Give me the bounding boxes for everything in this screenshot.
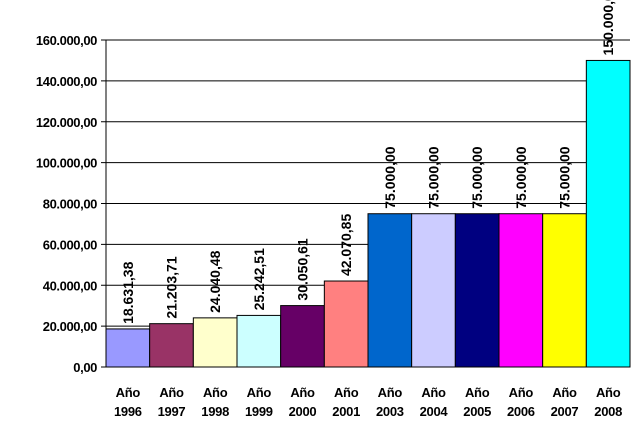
y-tick-label: 160.000,00	[36, 33, 97, 48]
bar	[192, 317, 238, 368]
data-label: 21.203,71	[164, 256, 180, 318]
y-tick-label: 120.000,00	[36, 115, 97, 130]
x-tick-label: Año 2006	[507, 385, 535, 419]
x-axis-labels: Año 1996 Año 1997 Año 1998 Año 1999 Año 2000 Año 20…	[114, 385, 622, 419]
data-labels: 18.631,38 21.203,71 24.040,48 25.242,51 30.0…	[120, 0, 616, 324]
x-tick-label: Año 2003	[376, 385, 404, 419]
bar	[411, 213, 456, 368]
bar	[149, 323, 194, 368]
bar	[498, 213, 544, 368]
data-label: 75.000,00	[513, 146, 529, 208]
data-label: 75.000,00	[469, 146, 485, 208]
data-label: 42.070,85	[338, 214, 354, 276]
x-tick-label: Año 1999	[245, 385, 273, 419]
data-label: 150.000,00	[600, 0, 616, 55]
x-tick-label: Año 2005	[463, 385, 491, 419]
x-tick-label: Año 2000	[289, 385, 317, 419]
data-label: 75.000,00	[557, 146, 573, 208]
x-tick-label: Año 1998	[201, 385, 229, 419]
y-tick-label: 20.000,00	[43, 319, 97, 334]
x-tick-label: Año 1996	[114, 385, 142, 419]
bar	[105, 328, 151, 368]
y-axis-ticks: 0,00 20.000,00 40.000,00 60.000,00 80.000,00…	[36, 33, 106, 375]
x-tick-label: Año 2001	[332, 385, 360, 419]
y-tick-label: 80.000,00	[43, 197, 97, 212]
bars	[105, 59, 631, 368]
x-tick-label: Año 2004	[420, 385, 449, 419]
bar	[323, 280, 369, 368]
x-tick-label: Año 1997	[158, 385, 186, 419]
y-tick-label: 40.000,00	[43, 278, 97, 293]
data-label: 25.242,51	[251, 248, 267, 310]
bar	[280, 305, 325, 368]
y-tick-label: 100.000,00	[36, 156, 97, 171]
data-label: 75.000,00	[426, 146, 442, 208]
bar	[236, 314, 282, 368]
x-tick-label: Año 2008	[594, 385, 622, 419]
data-label: 30.050,61	[295, 238, 311, 300]
bar	[367, 213, 413, 368]
y-tick-label: 60.000,00	[43, 237, 97, 252]
y-tick-label: 0,00	[73, 360, 97, 375]
y-tick-label: 140.000,00	[36, 74, 97, 89]
bar	[542, 213, 587, 368]
x-tick-label: Año 2007	[551, 385, 579, 419]
data-label: 24.040,48	[207, 250, 223, 312]
data-label: 75.000,00	[382, 146, 398, 208]
bar	[585, 59, 631, 368]
data-label: 18.631,38	[120, 261, 136, 323]
bar	[454, 213, 500, 368]
